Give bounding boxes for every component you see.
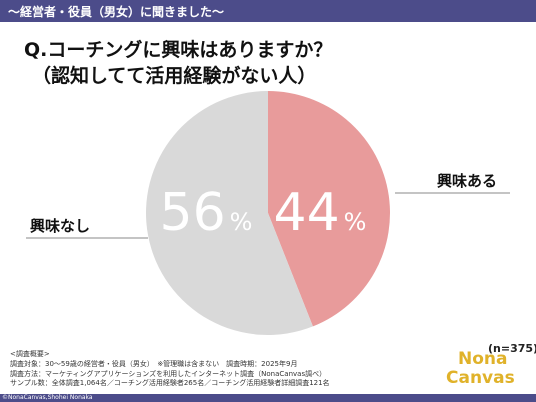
logo-text-canvas: Canvas — [446, 368, 515, 388]
slice-value-label: 56% — [160, 183, 253, 243]
footer-bar: ©NonaCanvas,Shohei Nonaka — [0, 394, 536, 402]
header-bar: 〜経営者・役員（男女）に聞きました〜 — [0, 0, 536, 22]
survey-line-sample: サンプル数：全体調査1,064名／コーチング活用経験者265名／コーチング活用経… — [10, 379, 330, 388]
logo-text-nona: Nona — [458, 349, 508, 369]
question-title: Q.コーチングに興味はありますか？ — [24, 39, 333, 61]
survey-heading: <調査概要> — [10, 350, 50, 358]
sample-size: (n=375) — [488, 342, 536, 355]
question-subtitle: （認知してて活用経験がない人） — [32, 65, 317, 87]
slice-label: 興味ある — [437, 172, 497, 190]
survey-line-target: 調査対象：30〜59歳の経営者・役員（男女） ※管理職は含まない 調査時期：20… — [10, 359, 298, 368]
pie-slice-interested — [268, 91, 390, 327]
slice-label: 興味なし — [30, 217, 90, 235]
pie-slice-not-interested — [146, 91, 313, 335]
nonacanvas-logo: Nona Canvas — [446, 349, 530, 391]
slice-value-label: 44% — [274, 183, 367, 243]
footer-copyright: ©NonaCanvas,Shohei Nonaka — [2, 394, 93, 401]
survey-overview: <調査概要> 調査対象：30〜59歳の経営者・役員（男女） ※管理職は含まない … — [10, 350, 330, 389]
header-title: 〜経営者・役員（男女）に聞きました〜 — [8, 5, 225, 19]
survey-line-method: 調査方法：マーケティングアプリケーションズを利用したインターネット調査（Nona… — [10, 369, 327, 378]
